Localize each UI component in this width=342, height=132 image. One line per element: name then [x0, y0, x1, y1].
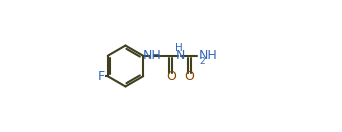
Text: NH: NH: [199, 49, 218, 62]
Text: H: H: [175, 43, 183, 53]
Text: 2: 2: [200, 56, 205, 66]
Text: O: O: [185, 70, 195, 83]
Text: F: F: [98, 70, 105, 83]
Text: NH: NH: [142, 49, 161, 62]
Text: N: N: [175, 49, 185, 62]
Text: O: O: [166, 70, 176, 83]
